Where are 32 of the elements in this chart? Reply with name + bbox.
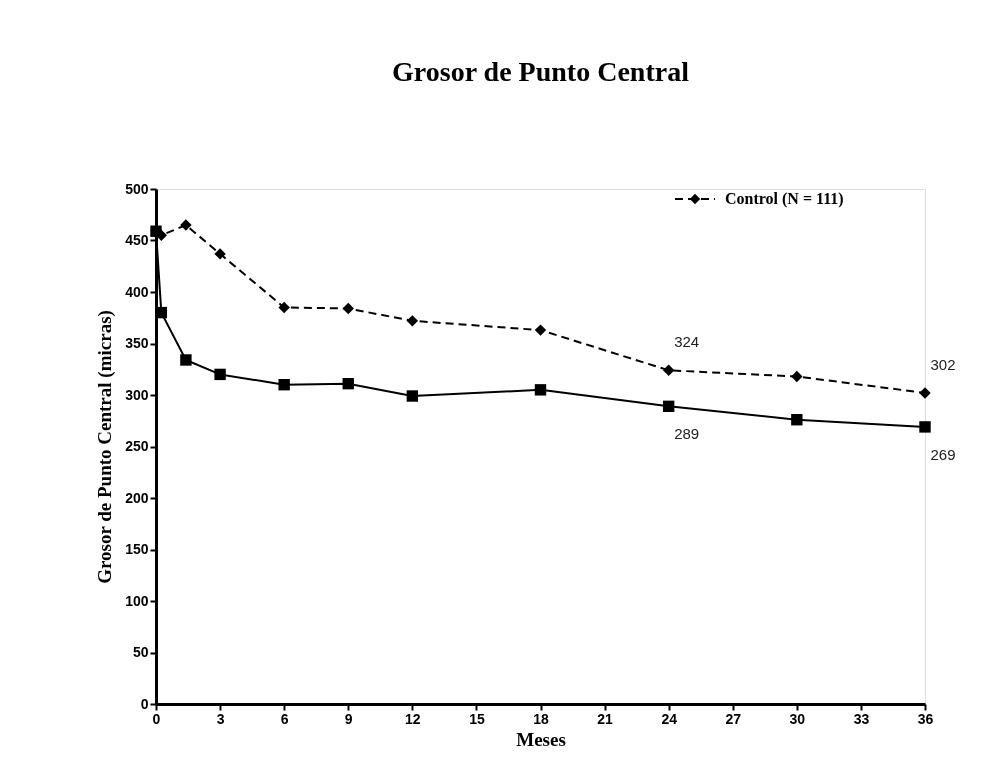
y-tick-label: 250 (125, 438, 149, 454)
x-tick-label: 18 (533, 710, 549, 727)
x-tick-label: 15 (469, 710, 485, 727)
y-tick-label: 100 (125, 592, 149, 609)
y-axis-title: Grosor de Punto Central (micras) (94, 310, 117, 584)
x-tick-label: 21 (597, 710, 614, 727)
y-tick-label: 350 (125, 335, 149, 351)
x-tick-label: 0 (152, 710, 161, 727)
data-label: 269 (930, 445, 956, 463)
x-tick-label: 33 (853, 710, 870, 727)
y-tick-label: 150 (125, 541, 149, 557)
y-tick-label: 50 (132, 644, 149, 660)
x-tick-label: 30 (789, 710, 806, 727)
y-tick-label: 450 (125, 232, 149, 248)
legend-label: Control (N = 111) (725, 190, 844, 208)
x-tick-label: 24 (661, 710, 678, 727)
chart-title: Grosor de Punto Central (392, 56, 690, 87)
x-tick-label: 36 (917, 710, 934, 727)
x-tick-label: 12 (405, 710, 421, 727)
data-label: 289 (674, 425, 700, 443)
x-tick-label: 6 (280, 710, 289, 727)
y-tick-label: 0 (140, 695, 149, 712)
x-tick-label: 27 (725, 710, 742, 727)
x-axis-title: Meses (516, 728, 566, 750)
x-tick-label: 9 (344, 710, 353, 727)
y-tick-label: 300 (125, 386, 149, 403)
y-tick-label: 400 (125, 283, 149, 300)
y-tick-label: 500 (125, 180, 149, 197)
y-tick-label: 200 (125, 489, 149, 506)
data-label: 302 (930, 355, 956, 373)
x-tick-label: 3 (216, 710, 225, 727)
data-label: 324 (674, 333, 700, 351)
